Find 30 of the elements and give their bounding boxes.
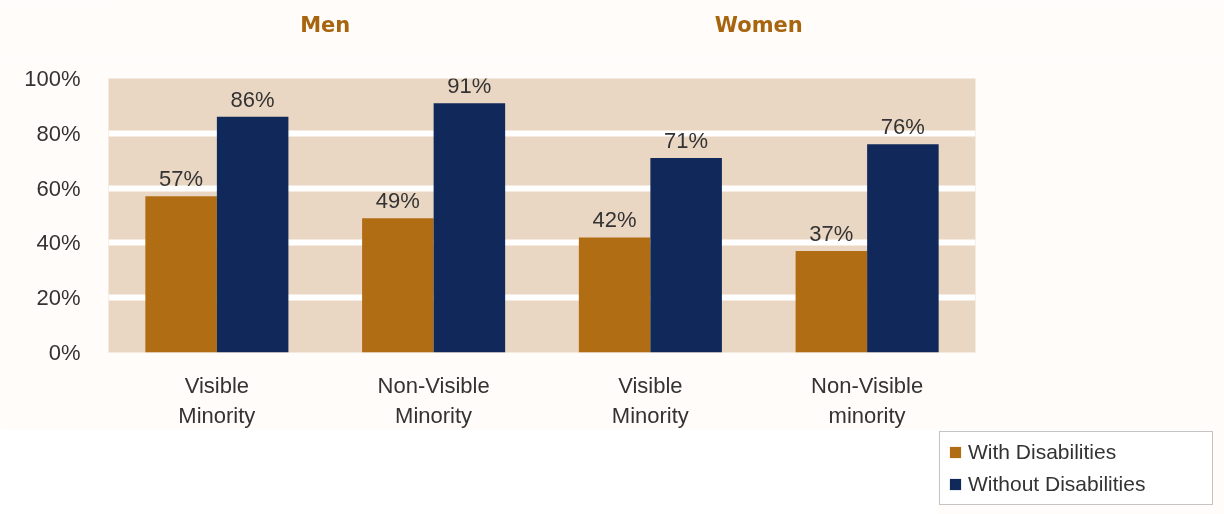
bar [795,251,868,353]
bar [145,196,217,353]
x-tick-label: Visible Minority [178,372,256,428]
data-label: 86% [230,86,275,112]
legend-label: Without Disabilities [968,472,1147,496]
bar [650,157,722,353]
data-label: 76% [880,114,925,140]
data-label: 49% [375,188,420,214]
bar [362,218,434,353]
y-tick-label: 40% [36,230,81,256]
text: Men [300,13,351,38]
bar [433,103,506,353]
bar [867,144,939,353]
y-tick-label: 100% [24,66,81,91]
y-tick-label: 60% [36,175,81,201]
data-label: 91% [447,73,492,99]
x-tick-label: Non-Visible Minority [377,372,490,428]
legend-label: With Disabilities [968,440,1118,464]
y-tick-label: 20% [36,285,81,311]
bar [578,237,651,353]
x-tick-label: Non-Visible minority [811,372,924,428]
x-tick-label: Visible Minority [611,372,689,428]
data-label: 71% [664,127,709,153]
data-label: 42% [592,207,637,233]
y-tick-label: 80% [36,120,81,146]
text: Women [714,13,803,38]
data-label: 37% [809,221,854,247]
bar [216,116,289,353]
y-tick-label: 0% [48,340,81,365]
data-label: 57% [159,166,204,192]
